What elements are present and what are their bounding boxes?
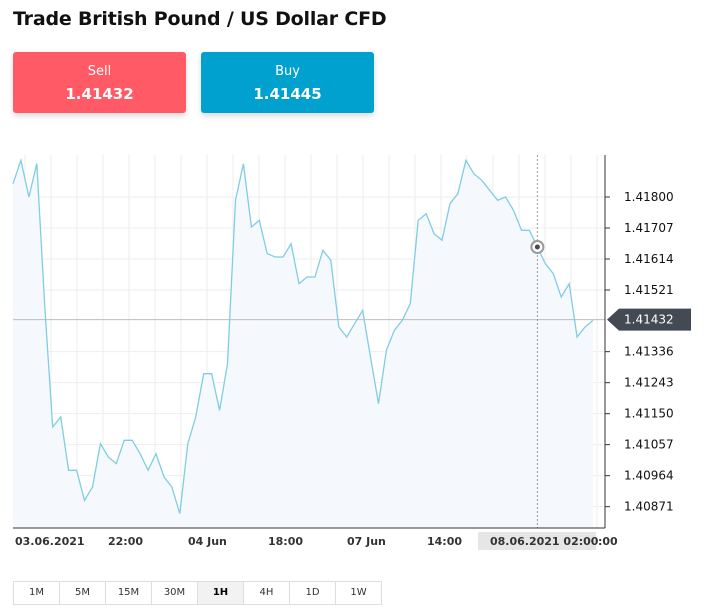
y-tick-label: 1.41707 xyxy=(624,221,674,235)
price-tag-label: 1.41432 xyxy=(624,313,674,327)
y-tick-label: 1.41521 xyxy=(624,283,674,297)
timeframe-5m-button[interactable]: 5M xyxy=(60,582,106,604)
y-tick-label: 1.41800 xyxy=(624,190,674,204)
buy-price: 1.41445 xyxy=(253,85,322,103)
price-tag-bg xyxy=(607,308,691,331)
x-axis: 03.06.2021 22:00 04 Jun 18:00 07 Jun 14:00 08.… xyxy=(15,532,618,550)
y-tick-label: 1.40964 xyxy=(624,469,674,483)
x-tick-label: 03.06.2021 xyxy=(15,535,85,548)
sell-price: 1.41432 xyxy=(65,85,134,103)
hover-point-dot xyxy=(534,244,540,250)
timeframe-selector: 1M 5M 15M 30M 1H 4H 1D 1W xyxy=(13,581,382,605)
timeframe-15m-button[interactable]: 15M xyxy=(106,582,152,604)
y-tick-label: 1.40871 xyxy=(624,500,674,514)
y-tick-label: 1.41336 xyxy=(624,345,674,359)
x-tick-label: 14:00 xyxy=(427,535,462,548)
timeframe-1h-button[interactable]: 1H xyxy=(198,582,244,604)
timeframe-30m-button[interactable]: 30M xyxy=(152,582,198,604)
timeframe-1w-button[interactable]: 1W xyxy=(350,587,367,598)
x-crosshair-label-bg xyxy=(478,532,596,550)
x-tick-label: 07 Jun xyxy=(347,535,386,548)
price-line xyxy=(12,157,594,514)
timeframe-4h-button[interactable]: 4H xyxy=(244,582,290,604)
y-tick-label: 1.41243 xyxy=(624,376,674,390)
buy-button[interactable]: Buy 1.41445 xyxy=(201,52,374,113)
timeframe-1m-button[interactable]: 1M xyxy=(14,582,60,604)
current-price-tag: 1.41432 xyxy=(607,308,691,331)
price-area xyxy=(13,160,593,529)
x-tick-label: 08.06.2021 02:00 xyxy=(490,535,599,548)
x-tick-label: 18:00 xyxy=(268,535,303,548)
hover-point xyxy=(530,240,545,254)
y-tick-label: 1.41614 xyxy=(624,252,674,266)
buy-label: Buy xyxy=(275,64,300,79)
page-title: Trade British Pound / US Dollar CFD xyxy=(13,8,387,30)
y-tick-label: 1.41150 xyxy=(624,407,674,421)
sell-button[interactable]: Sell 1.41432 xyxy=(13,52,186,113)
x-tick-label: 04 Jun xyxy=(188,535,227,548)
price-chart[interactable]: 1.41800 1.41707 1.41614 1.41521 1.41336 1.412… xyxy=(0,150,721,560)
timeframe-1d-button[interactable]: 1D xyxy=(290,582,336,604)
y-tick-label: 1.41057 xyxy=(624,438,674,452)
y-axis: 1.41800 1.41707 1.41614 1.41521 1.41336 1.412… xyxy=(13,155,674,529)
sell-label: Sell xyxy=(87,64,112,79)
x-tick-label: :00 xyxy=(598,535,618,548)
x-tick-label: 22:00 xyxy=(108,535,143,548)
